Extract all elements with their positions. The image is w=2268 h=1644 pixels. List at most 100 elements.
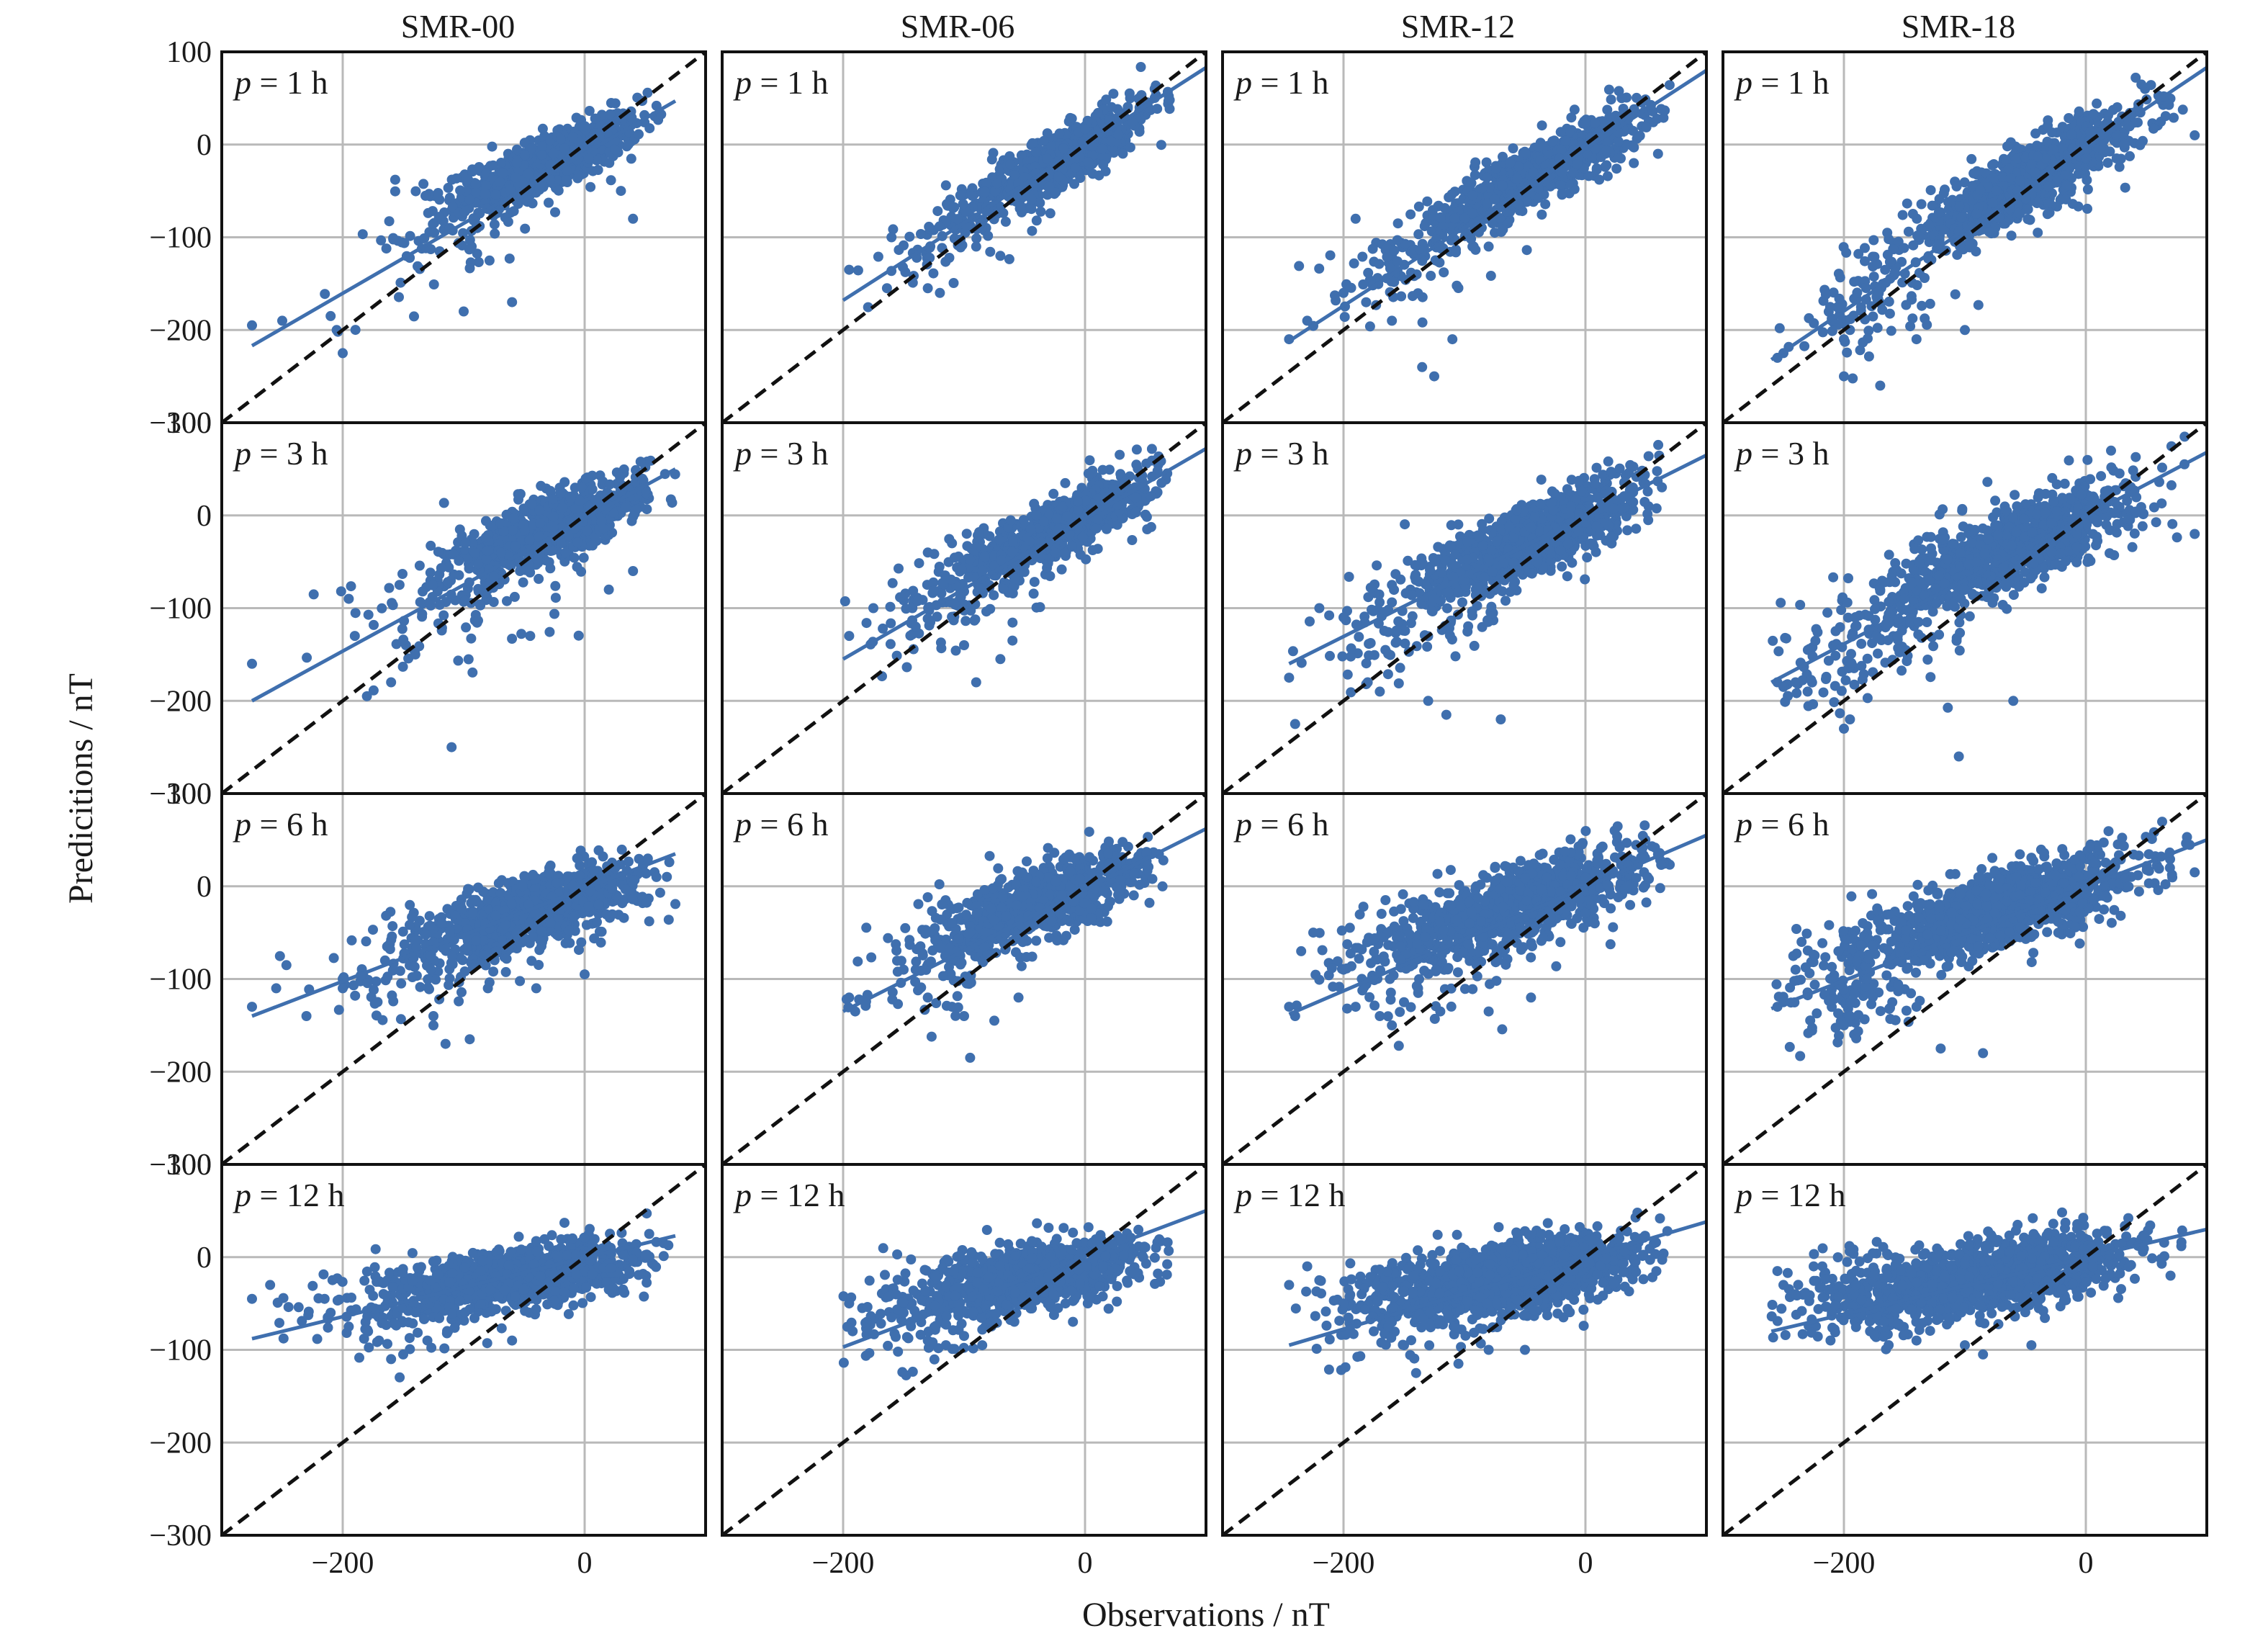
- scatter-point: [526, 143, 536, 154]
- scatter-point: [2085, 127, 2096, 138]
- scatter-point: [1529, 143, 1540, 153]
- scatter-point: [384, 216, 395, 227]
- scatter-point: [1446, 189, 1457, 199]
- scatter-point: [537, 141, 547, 151]
- scatter-point: [433, 212, 444, 223]
- scatter-point: [394, 580, 405, 590]
- scatter-point: [1616, 153, 1626, 163]
- scatter-point: [1664, 80, 1675, 91]
- scatter-point: [1045, 208, 1056, 219]
- y-tick-label: 100: [166, 407, 212, 440]
- scatter-point: [1863, 333, 1873, 344]
- scatter-point: [320, 289, 330, 300]
- scatter-point: [990, 186, 1001, 197]
- scatter-point: [453, 655, 464, 666]
- scatter-point: [958, 199, 968, 210]
- scatter-point-outlier: [1652, 148, 1663, 159]
- scatter-point: [1065, 112, 1076, 123]
- scatter-point: [1860, 283, 1871, 293]
- scatter-point: [1004, 253, 1014, 264]
- scatter-point: [1361, 297, 1372, 307]
- scatter-point: [473, 559, 484, 570]
- scatter-point: [608, 507, 618, 518]
- scatter-point: [1912, 230, 1922, 241]
- scatter-point: [1824, 302, 1835, 313]
- scatter-point: [388, 234, 399, 245]
- y-tick-label: −200: [149, 314, 212, 347]
- scatter-point: [2048, 144, 2058, 155]
- scatter-point: [532, 554, 543, 565]
- column-titles: SMR-00 SMR-06 SMR-12 SMR-18: [401, 8, 2015, 45]
- scatter-point: [615, 472, 626, 482]
- scatter-point: [1069, 179, 1079, 189]
- scatter-point: [1489, 194, 1500, 205]
- scatter-point: [1106, 102, 1117, 112]
- scatter-point: [626, 153, 636, 164]
- scatter-point: [628, 511, 639, 522]
- scatter-point: [487, 141, 498, 152]
- scatter-point: [1799, 341, 1810, 351]
- scatter-point: [1964, 230, 1975, 241]
- scatter-point: [1054, 128, 1065, 139]
- scatter-point: [2015, 175, 2025, 186]
- scatter-point: [863, 302, 873, 313]
- scatter-point: [2032, 140, 2042, 151]
- scatter-point: [904, 231, 915, 242]
- scatter-point: [397, 237, 408, 248]
- scatter-point: [1131, 444, 1142, 455]
- scatter-point: [562, 166, 572, 176]
- scatter-point: [2061, 180, 2072, 191]
- scatter-point: [1903, 226, 1914, 237]
- scatter-point: [1108, 89, 1119, 99]
- scatter-point: [467, 538, 478, 549]
- scatter-point: [525, 567, 536, 578]
- scatter-point: [981, 177, 991, 188]
- scatter-point: [1906, 291, 1917, 302]
- scatter-point: [1917, 300, 1927, 311]
- scatter-point: [1520, 148, 1531, 158]
- scatter-point: [2112, 102, 2123, 112]
- scatter-point: [1897, 277, 1908, 288]
- panel-smr-12-row-1: p = 1 h: [1221, 50, 1708, 424]
- scatter-point: [1602, 136, 1613, 147]
- scatter-point: [1363, 267, 1374, 278]
- scatter-point: [443, 182, 454, 193]
- scatter-point: [480, 189, 490, 199]
- scatter-point: [587, 484, 598, 495]
- scatter-point: [1030, 181, 1041, 191]
- scatter-point: [1555, 127, 1566, 138]
- identity-dashed-line: [722, 52, 1206, 423]
- scatter-point: [1083, 157, 1094, 168]
- scatter-point: [1536, 210, 1547, 220]
- scatter-point: [1125, 142, 1135, 153]
- scatter-point: [419, 233, 430, 243]
- scatter-point: [1346, 282, 1356, 293]
- scatter-point: [460, 537, 471, 548]
- scatter-point-outlier: [1875, 380, 1886, 391]
- scatter-point: [428, 219, 438, 230]
- scatter-point: [417, 611, 428, 622]
- scatter-point: [434, 599, 445, 610]
- scatter-point: [1417, 317, 1428, 328]
- scatter-point: [561, 175, 572, 186]
- scatter-point: [1897, 210, 1908, 220]
- scatter-point: [350, 325, 361, 336]
- y-tick-label: −100: [149, 222, 212, 255]
- scatter-point: [2066, 129, 2077, 140]
- scatter-point: [508, 513, 519, 524]
- scatter-point: [480, 532, 491, 543]
- panel-annotation: p = 1 h: [1233, 64, 1328, 101]
- scatter-point: [1386, 276, 1397, 287]
- scatter-point: [459, 206, 470, 217]
- scatter-point: [916, 229, 926, 239]
- scatter-point: [1602, 171, 1613, 181]
- scatter-point: [1512, 174, 1523, 184]
- scatter-point: [1413, 229, 1424, 240]
- scatter-point: [527, 198, 538, 209]
- scatter-point: [1959, 177, 1970, 188]
- scatter-point: [572, 173, 583, 184]
- scatter-point: [1964, 242, 1975, 253]
- scatter-point: [2040, 153, 2051, 163]
- scatter-point: [1382, 251, 1392, 262]
- scatter-point: [1834, 293, 1845, 304]
